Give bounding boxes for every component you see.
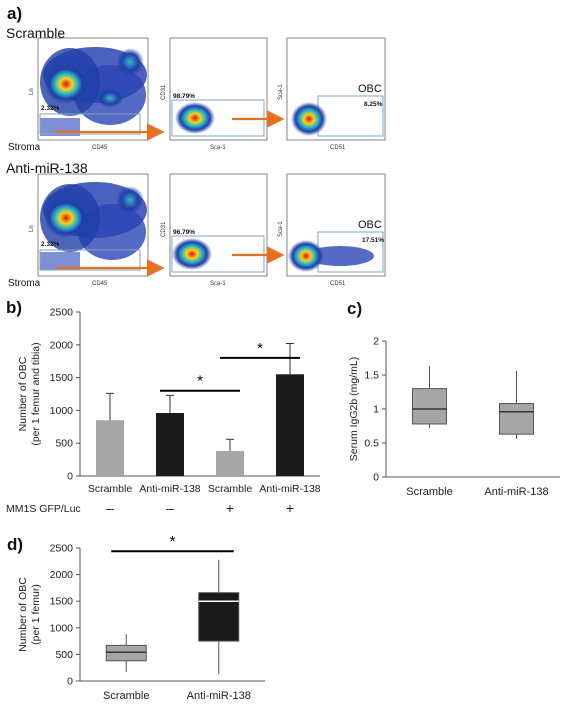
b-ytick-label-3: 1500 (50, 372, 74, 384)
chart-b: 0 500 1000 1500 2000 2500 Number of OBC(per 1 … (6, 307, 321, 517)
b-sign-0: – (106, 500, 114, 516)
c-ytick-label-0: 0 (373, 472, 379, 484)
b-category-label-2: Scramble (208, 483, 253, 495)
chart-d: 0 500 1000 1500 2000 2500 Number of OBC(per 1 … (17, 535, 265, 702)
d-box-0 (105, 644, 147, 662)
gate-value-a2: 96.79% (173, 229, 195, 236)
plot-anti-2 (169, 173, 268, 277)
ylabel-s1: Ln (29, 88, 35, 95)
panel-label-d: d) (7, 535, 24, 554)
c-ytick-label-3: 1.5 (364, 370, 379, 382)
ylabel-s2: CD31 (161, 84, 167, 100)
xlabel-a3: CD51 (330, 281, 346, 287)
b-bar-3 (276, 374, 304, 476)
d-category-label-1: Anti-miR-138 (187, 690, 251, 702)
d-box-1 (198, 592, 240, 642)
b-sign-1: – (166, 500, 174, 516)
xlabel-s3: CD51 (330, 145, 346, 151)
flow-cytometry-panel: CD45 Sca-1 CD51 CD45 Sca-1 CD51 Ln CD31 … (8, 37, 386, 289)
b-sign-2: + (226, 500, 234, 516)
ylabel-s3: Sca-1 (278, 84, 284, 100)
c-y-axis-label: Serum IgG2b (mg/mL) (348, 357, 360, 461)
xlabel-s1: CD45 (92, 145, 108, 151)
b-category-label-1: Anti-miR-138 (139, 483, 200, 495)
group-label-anti-mir-138: Anti-miR-138 (6, 160, 88, 176)
panel-label-a: a) (7, 4, 23, 23)
plot-scramble-3 (286, 37, 386, 141)
gate-label-obc-a: OBC (358, 219, 382, 231)
b-bar-0 (96, 420, 124, 476)
b-category-label-3: Anti-miR-138 (259, 483, 320, 495)
b-ytick-label-4: 2000 (50, 339, 74, 351)
gate-label-stroma-a: Stroma (8, 278, 41, 289)
c-ytick-label-2: 1 (373, 404, 379, 416)
gate-value-s3: 8.25% (364, 101, 383, 108)
plot-anti-3 (286, 173, 386, 277)
panel-label-b: b) (6, 298, 23, 317)
c-ytick-label-1: 0.5 (364, 438, 379, 450)
b-ytick-label-0: 0 (67, 471, 73, 483)
d-ytick-label-1: 500 (55, 649, 73, 661)
gate-label-obc-s: OBC (358, 83, 382, 95)
d-ytick-label-2: 1000 (50, 622, 74, 634)
panel-label-c: c) (347, 299, 363, 318)
b-ytick-label-1: 500 (55, 438, 73, 450)
b-bar-1 (156, 413, 184, 476)
xlabel-a2: Sca-1 (210, 281, 226, 287)
xlabel-a1: CD45 (92, 281, 108, 287)
c-category-label-1: Anti-miR-138 (484, 486, 548, 498)
b-sign-3: + (286, 500, 294, 516)
group-label-scramble: Scramble (6, 25, 66, 41)
d-ytick-label-5: 2500 (50, 543, 74, 555)
xlabel-s2: Sca-1 (210, 145, 226, 151)
plot-anti-1 (37, 173, 149, 277)
c-box-0 (412, 388, 447, 425)
d-ytick-label-4: 2000 (50, 569, 74, 581)
gate-value-a3: 17.51% (362, 237, 384, 244)
d-category-label-0: Scramble (103, 690, 149, 702)
c-category-label-0: Scramble (406, 486, 452, 498)
b-row-label: MM1S GFP/Luc (6, 503, 81, 515)
gate-value-s1: 2.32% (41, 105, 60, 112)
b-category-label-0: Scramble (88, 483, 133, 495)
d-y-axis-label: Number of OBC(per 1 femur) (17, 577, 42, 652)
plot-scramble-2 (169, 37, 268, 141)
ylabel-a1: Ln (29, 225, 35, 232)
chart-c: 0 0.5 1 1.5 2 Serum IgG2b (mg/mL) Scramble Anti… (348, 336, 560, 498)
b-ytick-label-5: 2500 (50, 307, 74, 319)
ylabel-a3: Sca-1 (278, 221, 284, 237)
c-box-1 (499, 403, 534, 435)
plot-scramble-1 (37, 37, 149, 141)
ylabel-a2: CD31 (161, 221, 167, 237)
b-y-axis-label: Number of OBC(per 1 femur and tibia) (17, 342, 42, 445)
gate-value-a1: 2.32% (41, 241, 60, 248)
c-ytick-label-4: 2 (373, 336, 379, 348)
b-sig-star-1: * (257, 340, 263, 357)
d-sig-star-0: * (170, 535, 176, 550)
b-bar-2 (216, 451, 244, 476)
d-ytick-label-0: 0 (67, 676, 73, 688)
b-sig-star-0: * (197, 373, 203, 390)
gate-label-stroma-s: Stroma (8, 142, 41, 153)
gate-value-s2: 98.79% (173, 93, 195, 100)
d-ytick-label-3: 1500 (50, 596, 74, 608)
gating-arrows (55, 110, 285, 277)
b-ytick-label-2: 1000 (50, 405, 74, 417)
